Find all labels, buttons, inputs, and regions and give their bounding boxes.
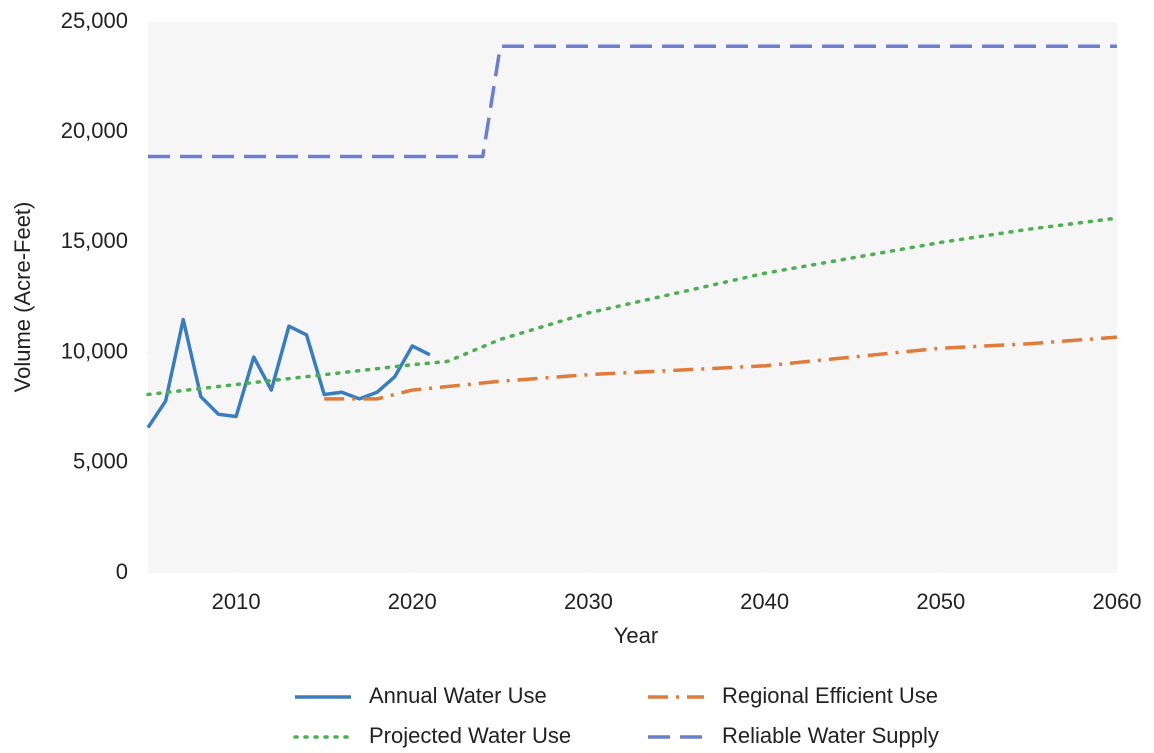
y-tick-label: 10,000 <box>61 338 128 363</box>
y-tick-label: 20,000 <box>61 118 128 143</box>
legend-item: Projected Water Use <box>293 723 571 748</box>
y-tick-label: 15,000 <box>61 228 128 253</box>
x-tick-label: 2040 <box>740 589 789 614</box>
y-tick-label: 0 <box>116 559 128 584</box>
x-tick-label: 2030 <box>564 589 613 614</box>
series-line <box>146 216 1119 397</box>
series-line <box>324 335 1118 401</box>
series-line <box>146 317 431 429</box>
legend-item: Annual Water Use <box>295 683 547 708</box>
x-tick-label: 2020 <box>388 589 437 614</box>
legend-item: Regional Efficient Use <box>648 683 938 708</box>
legend-label: Projected Water Use <box>369 723 571 748</box>
y-tick-label: 5,000 <box>73 449 128 474</box>
y-tick-label: 25,000 <box>61 8 128 33</box>
plot-area <box>148 22 1117 573</box>
legend-label: Regional Efficient Use <box>722 683 938 708</box>
legend-label: Reliable Water Supply <box>722 723 939 748</box>
legend-item: Reliable Water Supply <box>648 723 939 748</box>
x-tick-label: 2010 <box>212 589 261 614</box>
x-tick-label: 2060 <box>1093 589 1142 614</box>
x-tick-label: 2050 <box>916 589 965 614</box>
legend-label: Annual Water Use <box>369 683 547 708</box>
y-axis-label: Volume (Acre-Feet) <box>10 202 35 393</box>
x-axis-label: Year <box>614 623 658 648</box>
series-line <box>148 44 1117 159</box>
